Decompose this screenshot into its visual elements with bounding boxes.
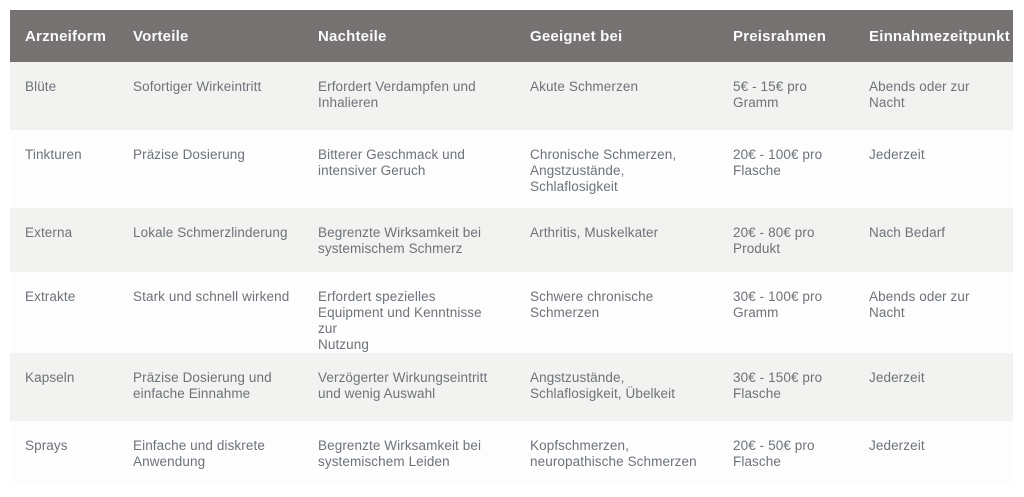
cell-preisrahmen: 30€ - 150€ pro Flasche [718,353,854,421]
cell-arzneiform: Tinkturen [10,130,118,208]
cell-nachteile: Bitterer Geschmack und intensiver Geruch [303,130,515,208]
cell-vorteile: Präzise Dosierung und einfache Einnahme [118,353,303,421]
cell-vorteile: Sofortiger Wirkeintritt [118,62,303,130]
cell-geeignet-bei: Kopfschmerzen, neuropathische Schmerzen [515,421,718,485]
cell-vorteile: Einfache und diskrete Anwendung [118,421,303,485]
cell-einnahmezeitpunkt: Jederzeit [854,421,1013,485]
cell-geeignet-bei: Schwere chronische Schmerzen [515,272,718,353]
cell-geeignet-bei: Arthritis, Muskelkater [515,208,718,272]
cell-geeignet-bei: Angstzustände, Schlaflosigkeit, Übelkeit [515,353,718,421]
column-header-preisrahmen: Preisrahmen [718,10,854,62]
cell-preisrahmen: 20€ - 80€ pro Produkt [718,208,854,272]
cell-einnahmezeitpunkt: Abends oder zur Nacht [854,62,1013,130]
table-row-bluete: Blüte Sofortiger Wirkeintritt Erfordert … [10,62,1013,130]
table-row-kapseln: Kapseln Präzise Dosierung und einfache E… [10,353,1013,421]
cell-arzneiform: Extrakte [10,272,118,353]
table-row-tinkturen: Tinkturen Präzise Dosierung Bitterer Ges… [10,130,1013,208]
cell-arzneiform: Blüte [10,62,118,130]
cell-vorteile: Präzise Dosierung [118,130,303,208]
cell-arzneiform: Externa [10,208,118,272]
cell-preisrahmen: 20€ - 100€ pro Flasche [718,130,854,208]
cell-nachteile: Erfordert spezielles Equipment und Kennt… [303,272,515,353]
cell-nachteile: Begrenzte Wirksamkeit bei systemischem S… [303,208,515,272]
column-header-arzneiform: Arzneiform [10,10,118,62]
table-row-extrakte: Extrakte Stark und schnell wirkend Erfor… [10,272,1013,353]
cell-einnahmezeitpunkt: Jederzeit [854,130,1013,208]
column-header-vorteile: Vorteile [118,10,303,62]
cell-einnahmezeitpunkt: Abends oder zur Nacht [854,272,1013,353]
cell-vorteile: Stark und schnell wirkend [118,272,303,353]
cell-einnahmezeitpunkt: Nach Bedarf [854,208,1013,272]
arzneiform-comparison-table: Arzneiform Vorteile Nachteile Geeignet b… [10,10,1013,485]
cell-preisrahmen: 30€ - 100€ pro Gramm [718,272,854,353]
cell-geeignet-bei: Chronische Schmerzen, Angstzustände, Sch… [515,130,718,208]
cell-einnahmezeitpunkt: Jederzeit [854,353,1013,421]
cell-nachteile: Erfordert Verdampfen und Inhalieren [303,62,515,130]
cell-preisrahmen: 20€ - 50€ pro Flasche [718,421,854,485]
cell-nachteile: Begrenzte Wirksamkeit bei systemischem L… [303,421,515,485]
column-header-geeignet-bei: Geeignet bei [515,10,718,62]
arzneiform-comparison-table-container: Arzneiform Vorteile Nachteile Geeignet b… [10,10,1013,485]
cell-vorteile: Lokale Schmerzlinderung [118,208,303,272]
table-header-row: Arzneiform Vorteile Nachteile Geeignet b… [10,10,1013,62]
cell-arzneiform: Kapseln [10,353,118,421]
column-header-einnahmezeitpunkt: Einnahmezeitpunkt [854,10,1013,62]
table-row-externa: Externa Lokale Schmerzlinderung Begrenzt… [10,208,1013,272]
cell-preisrahmen: 5€ - 15€ pro Gramm [718,62,854,130]
table-row-sprays: Sprays Einfache und diskrete Anwendung B… [10,421,1013,485]
cell-nachteile: Verzögerter Wirkungseintritt und wenig A… [303,353,515,421]
cell-arzneiform: Sprays [10,421,118,485]
cell-geeignet-bei: Akute Schmerzen [515,62,718,130]
column-header-nachteile: Nachteile [303,10,515,62]
